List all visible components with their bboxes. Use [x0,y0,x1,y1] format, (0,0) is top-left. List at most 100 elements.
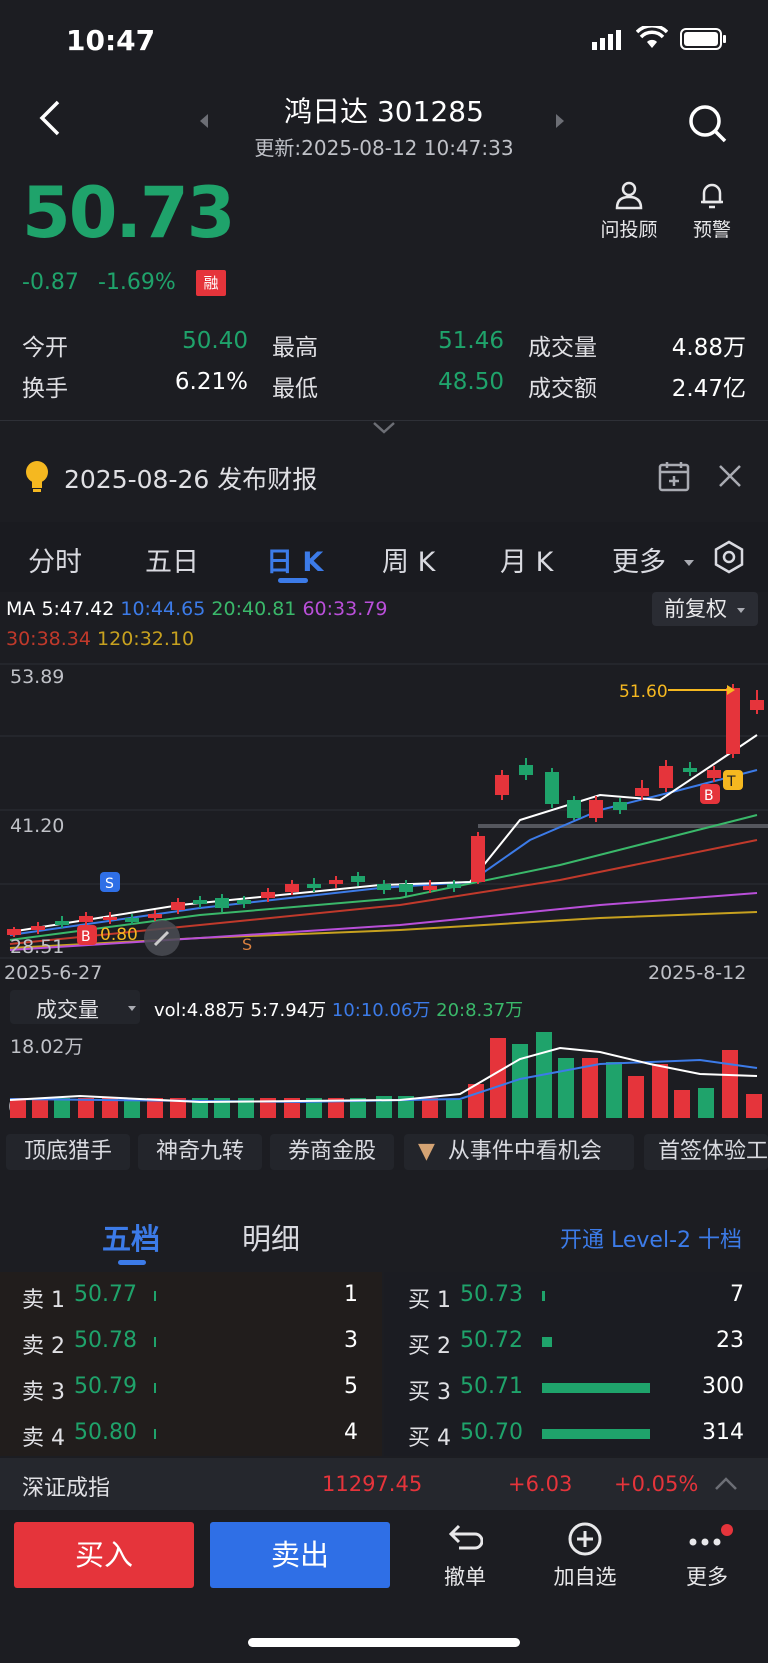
buy-level-bar [542,1429,650,1439]
ma60-line [9,892,758,951]
calendar-add-icon[interactable] [658,460,690,496]
tab-daily-k[interactable]: 日 K [266,547,324,578]
sell-level-label: 卖 3 [22,1380,65,1405]
chip-label: 从事件中看机会 [447,1139,602,1164]
chip-event-opportunity[interactable]: ▼ 从事件中看机会 [404,1134,634,1170]
stat-value: 4.88万 [671,335,746,361]
vol-ma10-line [9,1058,758,1104]
volume-bar [260,1098,276,1118]
tab-monthly-k[interactable]: 月 K [500,547,554,578]
level2-link[interactable]: 开通 Level-2 十档 [560,1228,742,1253]
orderbook-tabs [0,1200,768,1270]
volume-bar [446,1100,462,1118]
ma-prefix: MA [6,598,36,620]
volume-bar [558,1058,574,1118]
buy-level-bar [542,1291,545,1301]
candle-body [307,884,321,888]
battery-icon [680,28,728,54]
pencil-icon [153,930,170,947]
sell-button[interactable]: 卖出 [210,1522,390,1588]
sell-orders [0,1272,382,1456]
advisor-icon [615,181,643,210]
search-icon[interactable] [688,104,728,148]
buy-level-qty: 23 [716,1328,744,1353]
index-ticker[interactable] [0,1458,768,1510]
buy-level-price: 50.70 [460,1420,523,1445]
tab-intraday[interactable]: 分时 [28,547,82,578]
chip-bottom-hunter[interactable]: 顶底猎手 [6,1134,130,1170]
sell-level-price: 50.78 [74,1328,137,1353]
buy-level-label: 买 1 [408,1288,451,1313]
candle-body [351,876,365,882]
divider [0,420,768,421]
date-end: 2025-8-12 [648,962,747,984]
tab-details[interactable]: 明细 [242,1222,301,1256]
candlestick-chart[interactable]: 51.60 S B B T S 0.80 [0,660,768,960]
chevron-up-icon[interactable] [714,1476,738,1495]
volume-indicator-dropdown[interactable]: 成交量 [10,990,140,1024]
volume-bar [78,1098,94,1118]
volume-bar [170,1098,186,1118]
volume-bar [582,1058,598,1118]
earnings-notice[interactable]: 2025-08-26 发布财报 [64,465,318,494]
buy-marker-label: B [704,788,714,804]
candle-body [423,886,437,890]
sell-list: 卖 1 50.77 1 卖 2 50.78 3 卖 3 50.79 5 卖 4 … [0,1282,382,1466]
candle-body [215,898,229,908]
volume-bar [698,1088,714,1118]
candle-body [707,770,721,778]
candle-body [613,802,627,810]
buy-level-label: 买 2 [408,1334,451,1359]
advisor-button[interactable]: 问投顾 [589,180,669,242]
alert-button[interactable]: 预警 [672,180,752,242]
stat-value: 2.47亿 [671,376,746,402]
ma120-value: 120:32.10 [97,628,195,650]
adjust-dropdown[interactable]: 前复权 [652,592,758,626]
alert-label: 预警 [692,219,731,241]
volume-chart [9,1032,762,1118]
active-tab-indicator [278,578,308,583]
prev-stock-icon[interactable] [200,114,208,128]
candle-body [171,902,185,910]
candle-body [750,700,764,710]
volume-bar [54,1098,70,1118]
adjust-label: 前复权 [664,597,727,621]
candle-body [447,884,461,888]
add-watchlist-button[interactable]: 加自选 [540,1522,630,1591]
back-icon[interactable] [38,100,64,136]
chip-broker-stocks[interactable]: 券商金股 [270,1134,394,1170]
cancel-order-button[interactable]: 撤单 [420,1522,510,1591]
tab-more[interactable]: 更多 [612,547,666,578]
max-price-label: 51.60 [619,682,668,702]
candle-body [329,880,343,884]
stat-label: 成交额 [528,376,597,402]
chip-nine-turn[interactable]: 神奇九转 [138,1134,262,1170]
sell-level-label: 卖 4 [22,1426,65,1451]
caret-down-icon [128,1006,136,1011]
candle-body [726,688,740,754]
candle-body [31,926,45,930]
candle-body [495,775,509,795]
settings-icon[interactable] [712,540,746,578]
sell-level-bar [154,1383,156,1393]
volume-label: 成交量 [36,998,99,1022]
volume-bar [124,1098,140,1118]
candle-body [545,772,559,804]
candle-body [125,918,139,922]
buy-level-label: 买 3 [408,1380,451,1405]
ma10-value: 10:44.65 [120,598,206,620]
expand-chevron-icon[interactable] [372,420,396,439]
tab-five-day[interactable]: 五日 [145,547,199,578]
close-icon[interactable] [718,464,742,492]
stat-value: 50.40 [182,328,248,354]
sell-level-bar [154,1337,156,1347]
next-stock-icon[interactable] [556,114,564,128]
bell-icon [701,183,723,209]
candles [7,684,764,937]
tab-five-levels[interactable]: 五档 [102,1222,161,1256]
buy-button[interactable]: 买入 [14,1522,194,1588]
sell-level-qty: 3 [344,1328,358,1353]
chip-first-sign[interactable]: 首签体验工 [644,1134,768,1170]
more-button[interactable]: 更多 [662,1522,752,1591]
tab-weekly-k[interactable]: 周 K [382,547,436,578]
